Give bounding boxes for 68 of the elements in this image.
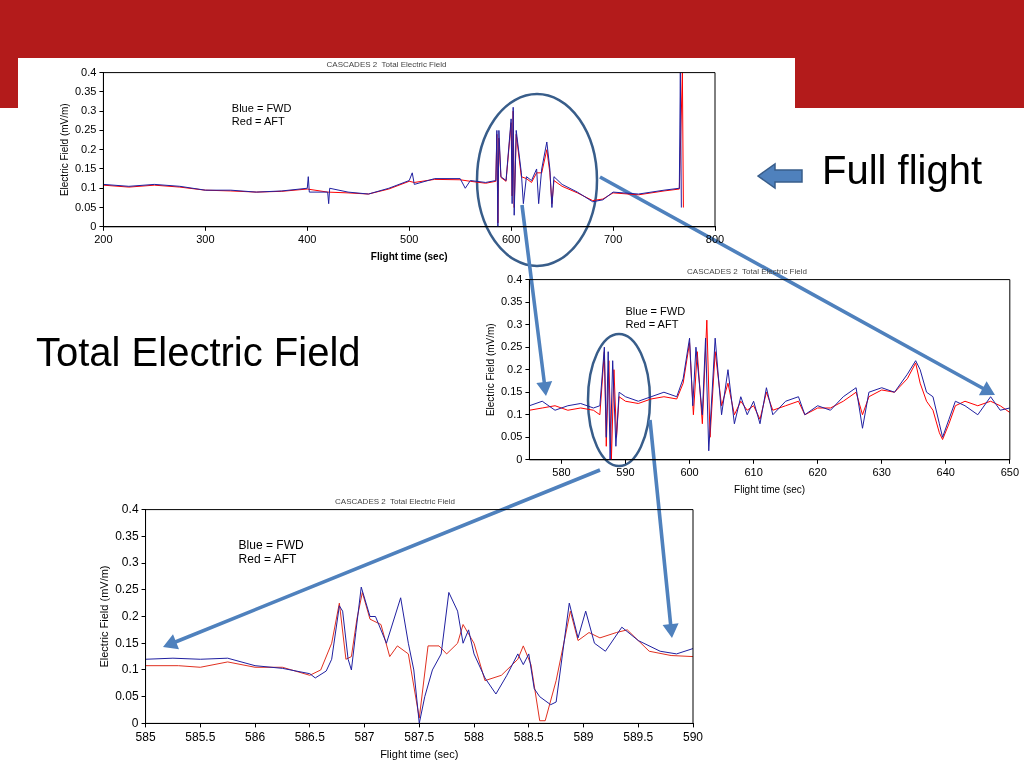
x-tick-label: 586 bbox=[245, 729, 266, 744]
y-tick-label: 0.15 bbox=[74, 162, 97, 175]
x-tick-label: 700 bbox=[603, 233, 623, 246]
x-tick-label: 589.5 bbox=[623, 729, 654, 744]
x-tick-label: 587.5 bbox=[404, 729, 435, 744]
x-tick-label: 600 bbox=[501, 233, 521, 246]
x-axis-title: Flight time (sec) bbox=[370, 250, 448, 262]
x-tick-label: 400 bbox=[298, 233, 317, 246]
x-tick-label: 640 bbox=[936, 466, 955, 479]
x-tick-label: 620 bbox=[808, 466, 827, 479]
y-tick-label: 0.1 bbox=[81, 181, 97, 194]
y-tick-label: 0.4 bbox=[121, 501, 139, 516]
x-tick-label: 585 bbox=[135, 729, 156, 744]
x-axis-title: Flight time (sec) bbox=[734, 483, 806, 495]
x-tick-label: 589 bbox=[573, 729, 594, 744]
y-tick-label: 0.15 bbox=[500, 385, 523, 398]
y-tick-label: 0.2 bbox=[507, 362, 523, 375]
x-tick-label: 588 bbox=[464, 729, 485, 744]
x-tick-label: 587 bbox=[354, 729, 375, 744]
x-tick-label: 610 bbox=[744, 466, 763, 479]
annotation: Blue = FWD bbox=[238, 537, 304, 552]
x-tick-label: 590 bbox=[616, 466, 635, 479]
annotation: Red = AFT bbox=[231, 114, 286, 127]
y-tick-label: 0.4 bbox=[81, 65, 97, 78]
y-tick-label: 0.25 bbox=[74, 123, 97, 136]
annotation: Red = AFT bbox=[238, 551, 297, 566]
annotation: Blue = FWD bbox=[231, 101, 292, 114]
x-tick-label: 600 bbox=[680, 466, 699, 479]
y-tick-label: 0.1 bbox=[507, 407, 523, 420]
chart-title: CASCADES 2 Total Electric Field bbox=[335, 497, 455, 506]
y-tick-label: 0.2 bbox=[81, 142, 97, 155]
y-tick-label: 0.1 bbox=[121, 662, 139, 677]
text: Total Electric Field bbox=[36, 330, 361, 375]
y-axis-title: Electric Field (mV/m) bbox=[484, 323, 496, 417]
y-tick-label: 0.4 bbox=[507, 272, 523, 285]
y-tick-label: 0 bbox=[516, 452, 523, 465]
x-tick-label: 586.5 bbox=[294, 729, 326, 744]
x-tick-label: 500 bbox=[400, 233, 419, 246]
y-tick-label: 0.3 bbox=[81, 104, 97, 117]
chart-title: CASCADES 2 Total Electric Field bbox=[326, 60, 447, 69]
y-tick-label: 0.25 bbox=[500, 340, 523, 353]
x-tick-label: 300 bbox=[196, 233, 215, 246]
y-tick-label: 0.05 bbox=[500, 430, 523, 443]
y-tick-label: 0.35 bbox=[115, 528, 139, 543]
x-tick-label: 590 bbox=[682, 729, 704, 744]
annotation: Red = AFT bbox=[625, 318, 679, 331]
y-tick-label: 0.2 bbox=[121, 608, 139, 623]
x-tick-label: 585.5 bbox=[185, 729, 216, 744]
x-tick-label: 200 bbox=[94, 233, 113, 246]
y-tick-label: 0.35 bbox=[500, 295, 523, 308]
x-axis-title: Flight time (sec) bbox=[380, 748, 459, 761]
y-axis-title: Electric Field (mV/m) bbox=[58, 103, 70, 197]
x-tick-label: 580 bbox=[552, 466, 571, 479]
x-tick-label: 650 bbox=[1000, 466, 1019, 479]
y-tick-label: 0.35 bbox=[74, 84, 97, 97]
y-tick-label: 0.05 bbox=[115, 688, 139, 703]
y-axis-title: Electric Field (mV/m) bbox=[97, 565, 110, 668]
y-tick-label: 0.05 bbox=[74, 200, 97, 213]
y-tick-label: 0.25 bbox=[115, 582, 139, 597]
annotation: Blue = FWD bbox=[625, 305, 686, 318]
y-tick-label: 0 bbox=[131, 715, 139, 730]
x-tick-label: 630 bbox=[872, 466, 891, 479]
y-tick-label: 0.15 bbox=[115, 635, 139, 650]
y-tick-label: 0 bbox=[90, 219, 97, 232]
x-tick-label: 588.5 bbox=[513, 729, 545, 744]
y-tick-label: 0.3 bbox=[121, 555, 139, 570]
y-tick-label: 0.3 bbox=[507, 317, 523, 330]
text: Full flight bbox=[822, 148, 983, 193]
